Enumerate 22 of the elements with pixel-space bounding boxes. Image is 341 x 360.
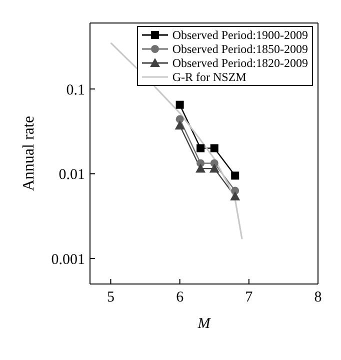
x-tick-label: 7	[245, 290, 254, 306]
legend-label: Observed Period:1820-2009	[172, 56, 308, 70]
y-axis-title: Annual rate	[20, 116, 38, 192]
x-tick-label: 6	[176, 290, 184, 306]
legend-label: Observed Period:1850-2009	[172, 42, 308, 56]
y-tick-label: 0.1	[66, 82, 85, 98]
point	[210, 144, 218, 152]
point	[196, 144, 205, 152]
y-tick-label: 0.01	[58, 167, 85, 184]
point	[176, 100, 184, 109]
x-axis-title: M	[196, 316, 212, 332]
x-tick-label: 8	[314, 290, 322, 306]
point	[231, 172, 240, 180]
point	[174, 120, 185, 130]
point	[176, 115, 184, 124]
legend-label: G-R for NSZM	[172, 70, 246, 84]
x-tick-label: 5	[106, 290, 114, 306]
point	[209, 164, 220, 173]
point	[196, 164, 206, 173]
legend-label: Observed Period:1900-2009	[172, 28, 308, 42]
y-tick-label: 0.001	[51, 252, 85, 268]
point	[230, 191, 240, 200]
